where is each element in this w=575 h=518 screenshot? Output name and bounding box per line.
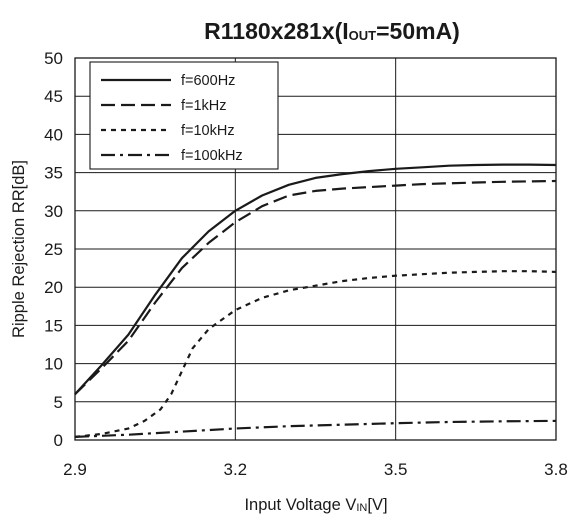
chart-title-main: R1180x281x(I	[204, 18, 349, 44]
y-tick-label: 0	[54, 431, 63, 450]
series-line-f-1khz	[74, 179, 557, 395]
series-line-f-10khz	[74, 270, 557, 438]
y-tick-label: 20	[44, 278, 63, 297]
legend: f=600Hz f=1kHz f=10kHz f=100kHz	[89, 61, 279, 170]
y-tick-label: 15	[44, 316, 63, 335]
y-tick-label: 45	[44, 87, 63, 106]
series-lines	[74, 163, 557, 438]
y-axis-label: Ripple Rejection RR[dB]	[10, 160, 28, 338]
x-tick-label: 3.8	[544, 460, 568, 479]
x-axis-label: Input Voltage VIN[V]	[244, 496, 387, 514]
x-tick-label: 3.2	[224, 460, 248, 479]
y-tick-label: 10	[44, 355, 63, 374]
y-tick-label: 5	[54, 393, 63, 412]
x-tick-labels: 2.9 3.2 3.5 3.8	[63, 460, 568, 479]
x-axis-label-main: Input Voltage V	[244, 496, 356, 514]
y-tick-labels: 0 5 10 15 20 25 30 35 40 45 50	[44, 49, 63, 450]
y-tick-label: 25	[44, 240, 63, 259]
x-tick-label: 3.5	[384, 460, 408, 479]
chart-title-subscript: OUT	[349, 28, 377, 43]
y-tick-label: 35	[44, 164, 63, 183]
x-tick-label: 2.9	[63, 460, 87, 479]
plot-frame	[74, 57, 557, 441]
legend-box	[89, 61, 279, 170]
legend-label: f=10kHz	[181, 123, 235, 139]
y-tick-label: 30	[44, 202, 63, 221]
chart-title-tail: =50mA)	[376, 18, 460, 44]
chart-title: R1180x281x(IOUT=50mA)	[204, 18, 460, 44]
x-axis-label-tail: [V]	[367, 496, 387, 514]
y-tick-label: 40	[44, 125, 63, 144]
legend-label: f=100kHz	[181, 148, 243, 164]
series-line-f-600hz	[74, 163, 557, 395]
legend-label: f=1kHz	[181, 98, 227, 114]
x-axis-label-subscript: IN	[356, 502, 367, 514]
legend-label: f=600Hz	[181, 73, 235, 89]
y-tick-label: 50	[44, 49, 63, 68]
